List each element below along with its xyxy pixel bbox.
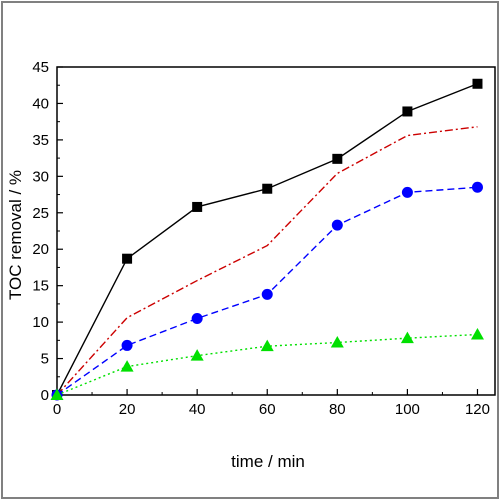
y-tick-label: 5 (41, 351, 49, 368)
y-tick-label: 15 (32, 278, 49, 295)
series-1-point (262, 183, 273, 194)
y-tick-label: 45 (32, 59, 49, 76)
series-2-line (56, 126, 478, 396)
series-3-point (331, 219, 343, 231)
series-4-point (330, 336, 344, 348)
series-4-point (120, 360, 134, 372)
series-4-point (400, 331, 414, 344)
chart-marks: 0 20 40 60 80 100 120 0 5 10 15 20 25 30 35 40 45 (32, 59, 496, 418)
series-3-point (401, 186, 413, 198)
series-1-point (402, 106, 413, 117)
x-tick-label: 60 (259, 401, 276, 418)
series-3-point (471, 181, 483, 193)
y-tick-label: 20 (32, 241, 49, 258)
series-4-point (190, 349, 204, 361)
series-1-point (192, 201, 203, 212)
x-tick-label: 20 (119, 401, 136, 418)
y-tick-label: 30 (32, 168, 49, 185)
y-tick-label: 25 (32, 205, 49, 222)
series-4-point (260, 339, 274, 352)
y-axis-title: TOC removal / % (6, 170, 25, 300)
series-3-point (261, 288, 273, 300)
series-3-point (121, 339, 133, 351)
series-4-point (470, 328, 484, 340)
y-tick-label: 40 (32, 95, 49, 112)
x-tick-label: 0 (53, 401, 61, 418)
y-tick-label: 0 (41, 387, 49, 404)
series-3-point (191, 312, 203, 324)
x-tick-label: 80 (329, 401, 346, 418)
x-tick-label: 120 (465, 401, 490, 418)
series-1-point (472, 78, 483, 89)
series-1-point (122, 253, 133, 264)
series-4-point (50, 388, 64, 400)
x-tick-label: 40 (189, 401, 206, 418)
x-axis-title: time / min (231, 452, 305, 471)
y-tick-label: 35 (32, 132, 49, 149)
x-tick-label: 100 (395, 401, 420, 418)
y-tick-label: 10 (32, 314, 49, 331)
series-1-point (332, 153, 343, 164)
